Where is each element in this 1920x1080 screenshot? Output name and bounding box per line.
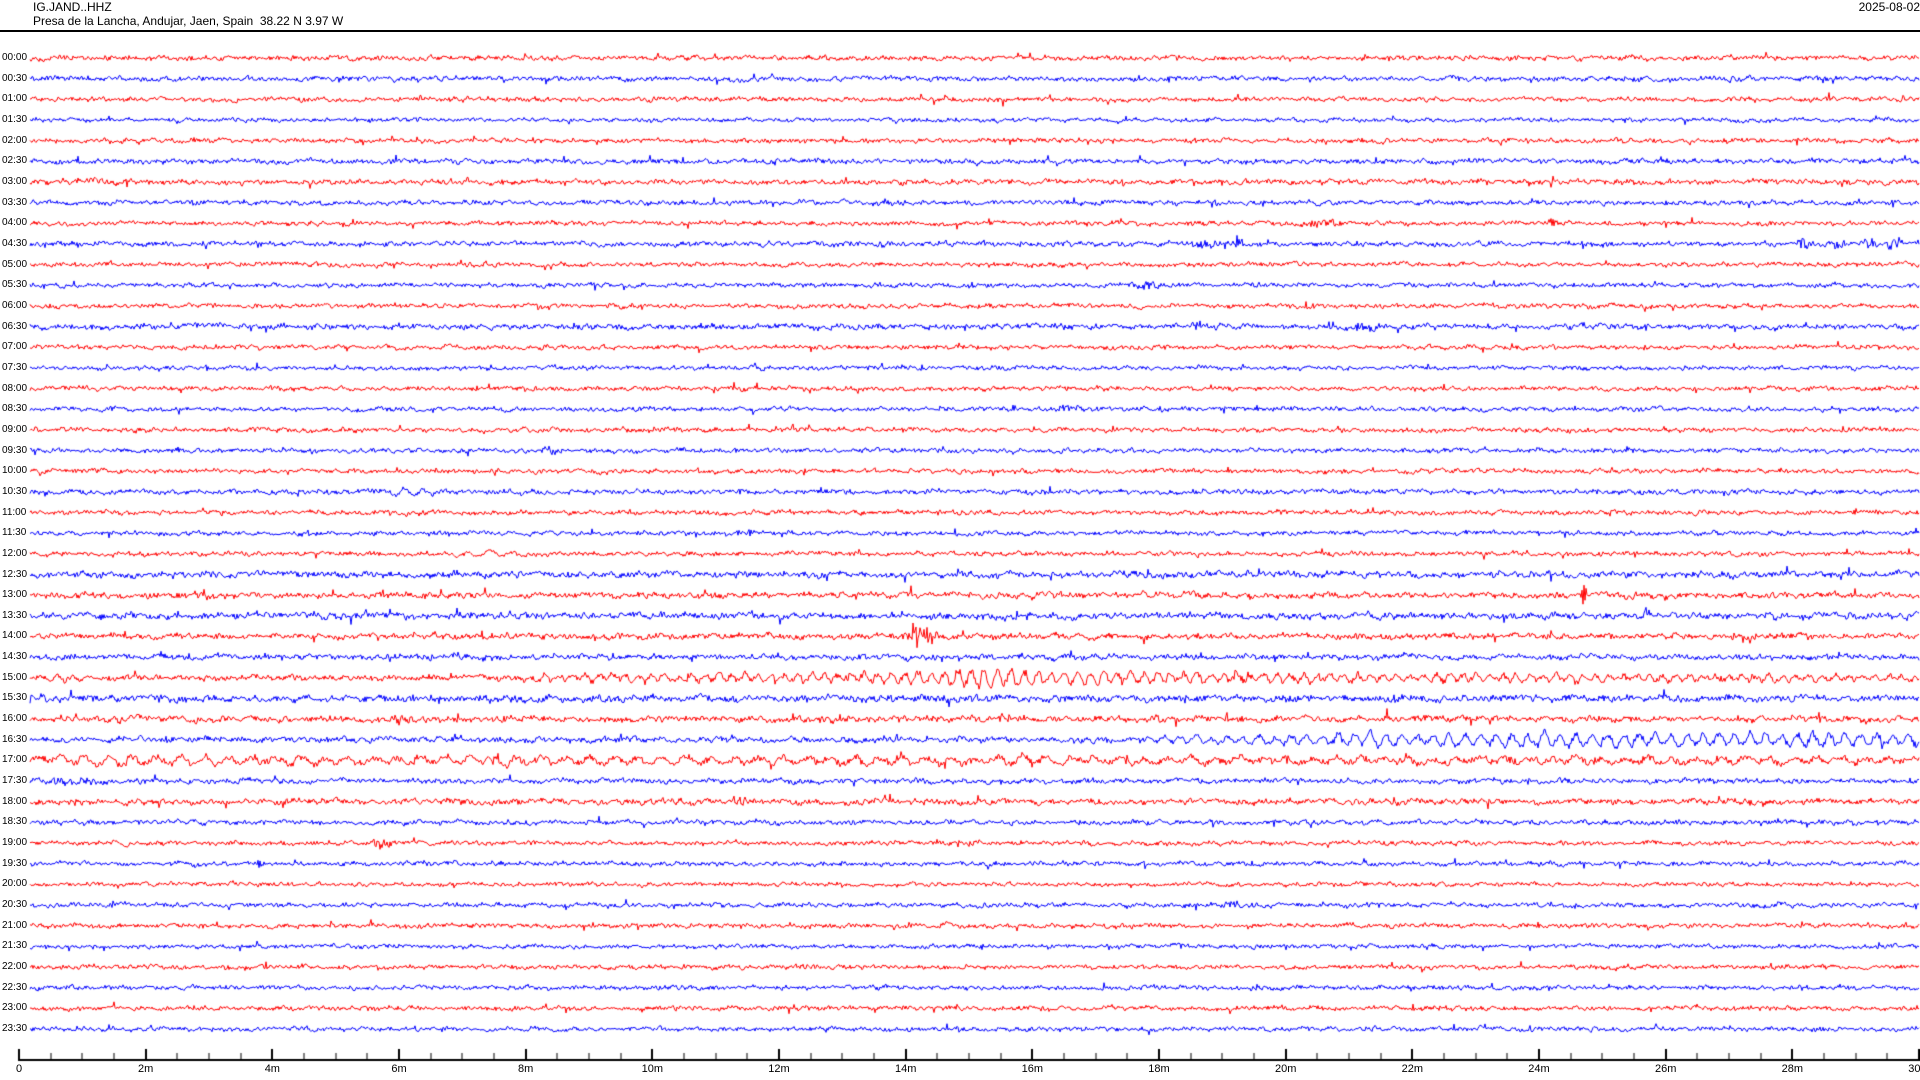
- row-time-label: 22:00: [2, 961, 28, 973]
- row-time-label: 23:30: [2, 1023, 28, 1035]
- row-time-label: 11:30: [2, 527, 27, 539]
- header-separator: [0, 30, 1920, 32]
- row-time-label: 00:00: [2, 52, 28, 63]
- row-time-label: 18:30: [2, 816, 28, 828]
- x-axis-tick-label: 22m: [1401, 1063, 1424, 1075]
- row-time-label: 07:30: [2, 361, 28, 373]
- x-axis-tick-label: 8m: [518, 1063, 534, 1075]
- row-time-label: 13:30: [2, 609, 28, 621]
- row-time-label: 17:00: [2, 754, 28, 766]
- row-time-label: 11:00: [2, 506, 27, 518]
- row-time-label: 14:00: [2, 630, 28, 642]
- row-time-label: 18:00: [2, 795, 28, 807]
- row-time-label: 09:00: [2, 423, 28, 435]
- x-axis-tick-label: 28m: [1781, 1063, 1804, 1075]
- row-time-label: 05:00: [2, 258, 28, 270]
- x-axis-tick-label: 4m: [264, 1063, 280, 1075]
- row-time-label: 17:30: [2, 775, 28, 787]
- row-time-label: 02:00: [2, 134, 28, 146]
- row-time-label: 09:30: [2, 444, 28, 456]
- x-axis-tick-label: 6m: [391, 1063, 407, 1075]
- row-time-label: 12:30: [2, 568, 28, 580]
- row-time-label: 14:30: [2, 651, 28, 663]
- station-location: Presa de la Lancha, Andujar, Jaen, Spain…: [33, 14, 344, 28]
- row-time-label: 03:30: [2, 196, 28, 208]
- x-axis-tick-label: 12m: [768, 1063, 790, 1075]
- row-time-label: 22:30: [2, 981, 28, 993]
- row-time-label: 04:30: [2, 237, 28, 249]
- row-time-label: 21:30: [2, 940, 28, 952]
- row-time-label: 20:00: [2, 878, 28, 890]
- row-time-label: 10:30: [2, 485, 28, 497]
- row-time-label: 01:30: [2, 113, 28, 125]
- row-time-label: 20:30: [2, 899, 28, 911]
- row-time-label: 19:00: [2, 837, 28, 849]
- row-time-label: 19:30: [2, 857, 28, 869]
- date-label: 2025-08-02: [1858, 0, 1920, 14]
- row-time-label: 04:00: [2, 217, 28, 229]
- x-axis-tick-label: 2m: [138, 1063, 154, 1075]
- x-axis-tick-label: 26m: [1654, 1063, 1677, 1075]
- row-time-label: 13:00: [2, 589, 28, 601]
- x-axis-tick-label: 24m: [1528, 1063, 1550, 1075]
- row-time-label: 03:00: [2, 175, 28, 187]
- row-time-label: 16:00: [2, 713, 28, 725]
- row-time-label: 06:00: [2, 299, 28, 311]
- station-code: IG.JAND..HHZ: [33, 0, 112, 14]
- x-axis-tick-label: 16m: [1021, 1063, 1044, 1075]
- row-time-label: 16:30: [2, 733, 28, 745]
- row-time-label: 21:00: [2, 919, 28, 931]
- row-time-label: 08:30: [2, 403, 28, 415]
- row-time-label: 15:00: [2, 671, 28, 683]
- x-axis-tick-label: 14m: [894, 1063, 917, 1075]
- row-time-label: 08:00: [2, 382, 28, 394]
- row-time-label: 15:30: [2, 692, 28, 704]
- x-axis-tick-label: 10m: [641, 1063, 664, 1075]
- row-time-label: 10:00: [2, 465, 28, 477]
- row-time-label: 01:00: [2, 93, 28, 105]
- row-time-label: 23:00: [2, 1002, 28, 1014]
- x-axis-tick-label: 18m: [1148, 1063, 1170, 1075]
- row-time-label: 05:30: [2, 279, 28, 291]
- row-time-label: 07:00: [2, 341, 28, 353]
- row-time-label: 12:00: [2, 547, 28, 559]
- row-time-label: 00:30: [2, 72, 28, 84]
- row-time-label: 02:30: [2, 155, 28, 167]
- x-axis-tick-label: 0: [15, 1063, 23, 1075]
- x-axis-tick-label: 20m: [1274, 1063, 1297, 1075]
- x-axis-tick-label: 30m: [1908, 1063, 1920, 1075]
- row-time-label: 06:30: [2, 320, 28, 332]
